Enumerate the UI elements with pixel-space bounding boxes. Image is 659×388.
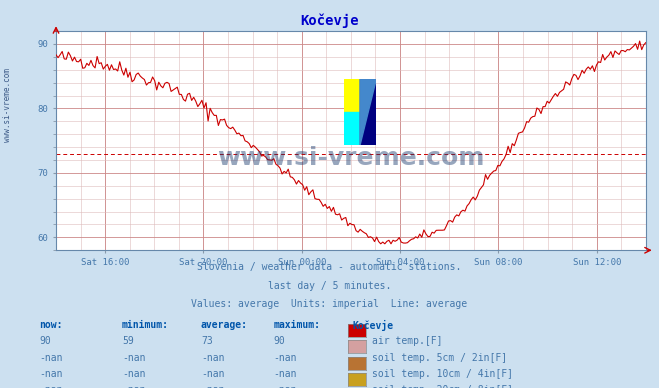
Text: -nan: -nan xyxy=(40,385,63,388)
Text: -nan: -nan xyxy=(122,369,146,379)
Text: -nan: -nan xyxy=(201,385,225,388)
Text: Slovenia / weather data - automatic stations.: Slovenia / weather data - automatic stat… xyxy=(197,262,462,272)
Bar xyxy=(344,79,360,112)
Text: -nan: -nan xyxy=(273,369,297,379)
Text: -nan: -nan xyxy=(273,353,297,363)
Bar xyxy=(344,112,360,145)
Text: -nan: -nan xyxy=(201,353,225,363)
Text: www.si-vreme.com: www.si-vreme.com xyxy=(3,68,13,142)
Text: -nan: -nan xyxy=(40,353,63,363)
Text: maximum:: maximum: xyxy=(273,320,320,330)
Text: last day / 5 minutes.: last day / 5 minutes. xyxy=(268,281,391,291)
Text: 90: 90 xyxy=(273,336,285,346)
Text: www.si-vreme.com: www.si-vreme.com xyxy=(217,146,484,170)
Text: -nan: -nan xyxy=(122,385,146,388)
Text: -nan: -nan xyxy=(201,369,225,379)
Text: average:: average: xyxy=(201,320,248,330)
Text: -nan: -nan xyxy=(40,369,63,379)
Text: minimum:: minimum: xyxy=(122,320,169,330)
Text: 73: 73 xyxy=(201,336,213,346)
Polygon shape xyxy=(360,79,376,145)
Text: -nan: -nan xyxy=(122,353,146,363)
Text: 59: 59 xyxy=(122,336,134,346)
Text: air temp.[F]: air temp.[F] xyxy=(372,336,443,346)
Text: Values: average  Units: imperial  Line: average: Values: average Units: imperial Line: av… xyxy=(191,299,468,309)
Bar xyxy=(360,79,376,145)
Text: Kočevje: Kočevje xyxy=(301,14,358,28)
Text: now:: now: xyxy=(40,320,63,330)
Text: soil temp. 10cm / 4in[F]: soil temp. 10cm / 4in[F] xyxy=(372,369,513,379)
Text: -nan: -nan xyxy=(273,385,297,388)
Text: Kočevje: Kočevje xyxy=(353,320,393,331)
Text: 90: 90 xyxy=(40,336,51,346)
Text: soil temp. 5cm / 2in[F]: soil temp. 5cm / 2in[F] xyxy=(372,353,507,363)
Text: soil temp. 20cm / 8in[F]: soil temp. 20cm / 8in[F] xyxy=(372,385,513,388)
